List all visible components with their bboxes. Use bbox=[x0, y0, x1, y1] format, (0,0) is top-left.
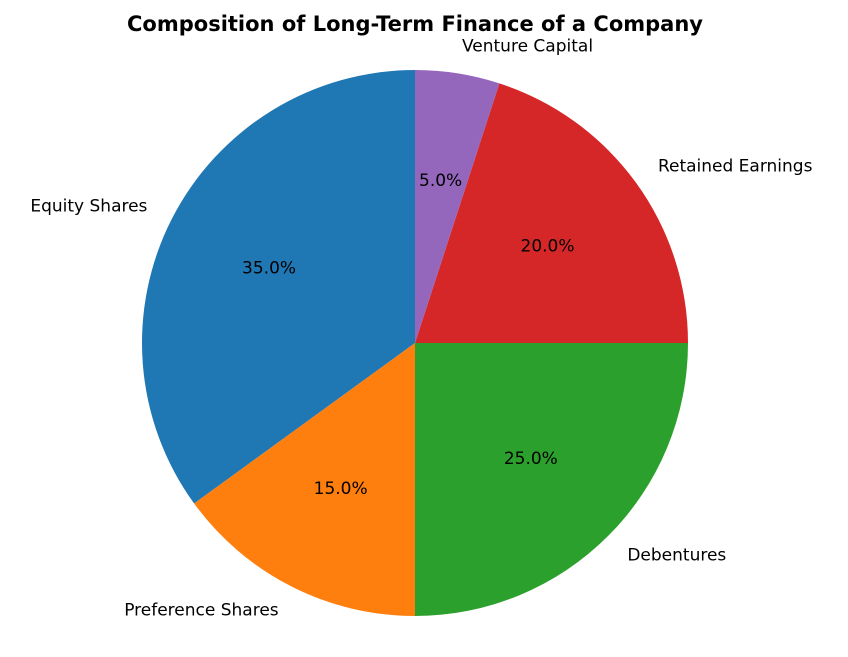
pie-slice bbox=[142, 70, 415, 504]
pie-slice bbox=[415, 83, 688, 343]
value-label: 15.0% bbox=[314, 479, 368, 499]
value-label: 5.0% bbox=[419, 171, 462, 191]
pie-slice bbox=[194, 343, 415, 616]
slice-label: Equity Shares bbox=[30, 197, 147, 217]
value-label: 25.0% bbox=[504, 449, 558, 469]
pie-slice bbox=[415, 343, 688, 616]
slice-label: Preference Shares bbox=[124, 601, 279, 621]
value-label: 35.0% bbox=[242, 259, 296, 279]
value-label: 20.0% bbox=[521, 237, 575, 257]
chart-title: Composition of Long-Term Finance of a Co… bbox=[127, 12, 703, 36]
pie-slice bbox=[415, 70, 500, 343]
slice-label: Venture Capital bbox=[462, 36, 593, 56]
slice-label: Retained Earnings bbox=[658, 156, 813, 176]
slice-label: Debentures bbox=[627, 545, 726, 565]
